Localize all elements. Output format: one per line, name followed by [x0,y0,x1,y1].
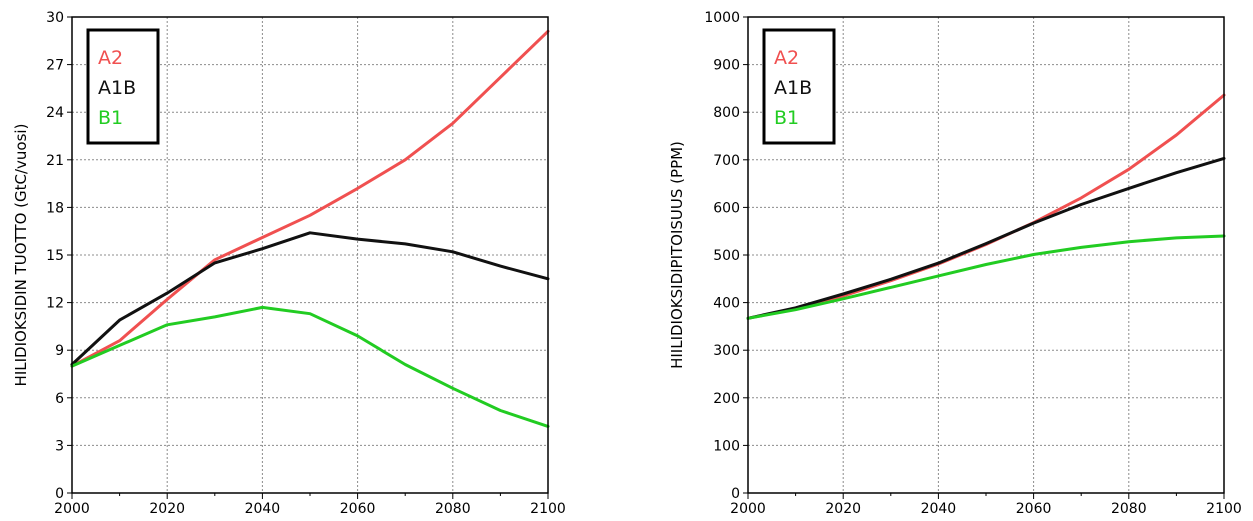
y-tick-label: 800 [713,105,740,121]
legend-entry-b1: B1 [98,107,123,129]
y-tick-label: 15 [46,248,64,264]
x-tick-label: 2100 [530,501,566,517]
series-line-a1b [70,231,550,366]
y-tick-label: 12 [46,296,64,312]
y-tick-label: 500 [713,248,740,264]
y-tick-label: 18 [46,200,64,216]
y-tick-label: 27 [46,58,64,74]
y-tick-label: 3 [55,438,64,454]
concentration-chart: 0 100 200 300 400 500 600 700 800 900 1000 2000 2020… [668,10,1242,517]
x-tick-label: 2060 [340,501,376,517]
y-axis-title: HIILIDIOKSIDIPITOISUUS (PPM) [668,141,686,369]
y-tick-label: 6 [55,391,64,407]
y-tick-label: 30 [46,10,64,26]
y-tick-label: 200 [713,391,740,407]
legend-entry-b1: B1 [774,107,799,129]
y-tick-label: 0 [55,486,64,502]
x-tick-label: 2020 [825,501,861,517]
y-tick-label: 900 [713,58,740,74]
y-tick-label: 600 [713,200,740,216]
y-tick-label: 24 [46,105,64,121]
x-tick-label: 2040 [245,501,281,517]
legend: A2 A1B B1 [86,28,160,145]
y-tick-label: 100 [713,438,740,454]
plot-frame [71,16,549,494]
x-tick-label: 2080 [435,501,471,517]
x-tick-label: 2060 [1016,501,1052,517]
legend-entry-a1b: A1B [98,77,136,99]
y-axis-title: HILIDIOKSIDIN TUOTTO (GtC/vuosi) [12,124,30,387]
series-line-a1b [746,156,1226,320]
y-tick-label: 300 [713,343,740,359]
legend: A2 A1B B1 [762,28,836,145]
y-tick-label: 700 [713,153,740,169]
y-tick-label: 400 [713,296,740,312]
x-tick-label: 2020 [149,501,185,517]
legend-entry-a1b: A1B [774,77,812,99]
plot-frame [747,16,1225,494]
legend-entry-a2: A2 [98,47,123,69]
x-tick-label: 2000 [54,501,90,517]
x-tick-label: 2000 [730,501,766,517]
y-tick-label: 9 [55,343,64,359]
legend-box [762,28,836,145]
tick-marks [743,16,1225,499]
legend-entry-a2: A2 [774,47,799,69]
x-tick-label: 2100 [1206,501,1242,517]
legend-box [86,28,160,145]
y-tick-label: 21 [46,153,64,169]
tick-marks [67,16,549,499]
series-line-b1 [70,305,550,428]
x-tick-label: 2080 [1111,501,1147,517]
x-tick-label: 2040 [921,501,957,517]
y-tick-label: 0 [731,486,740,502]
emissions-chart: 0 3 6 9 12 15 18 21 24 27 30 2000 2020 2040 2060 2080 21… [12,10,566,517]
y-tick-label: 1000 [704,10,740,26]
series-line-b1 [746,234,1226,320]
series-line-a2 [70,29,550,368]
